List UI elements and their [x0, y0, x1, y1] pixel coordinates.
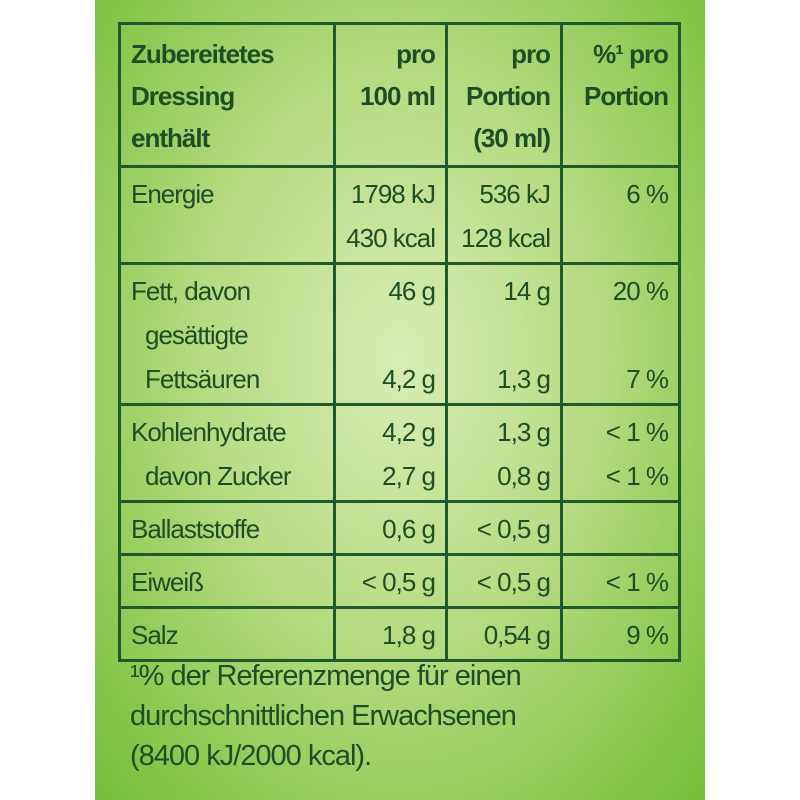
spacer — [573, 313, 668, 357]
table-cell: Ballaststoffe — [118, 500, 336, 556]
table-cell: 0,6 g — [333, 500, 448, 556]
table-row: Eiweiß < 0,5 g < 0,5 g < 1 % — [118, 553, 681, 609]
cell-value: 4,2 g — [382, 417, 436, 447]
spacer — [573, 507, 668, 551]
spacer — [346, 313, 435, 357]
header-line: Portion — [466, 81, 551, 111]
header-line: Zubereitetes — [131, 39, 275, 69]
table-cell: < 0,5 g — [445, 500, 563, 556]
spacer — [131, 216, 323, 260]
header-line: 100 ml — [360, 81, 436, 111]
table-row: Ballaststoffe 0,6 g < 0,5 g — [118, 500, 681, 556]
table-cell: 4,2 g 2,7 g — [333, 403, 448, 503]
table-cell: 1,3 g 0,8 g — [445, 403, 563, 503]
cell-value: < 1 % — [605, 567, 669, 597]
table-cell: 1798 kJ 430 kcal — [333, 165, 448, 265]
row-label: Fettsäuren — [145, 364, 260, 394]
table-cell: 14 g 1,3 g — [445, 262, 563, 406]
table-cell: Energie — [118, 165, 336, 265]
cell-value: 4,2 g — [382, 364, 436, 394]
cell-value: 0,6 g — [382, 514, 436, 544]
table-cell: < 0,5 g — [333, 553, 448, 609]
table-row: Salz 1,8 g 0,54 g 9 % — [118, 606, 681, 662]
spacer — [458, 313, 550, 357]
cell-value: 1,3 g — [497, 417, 551, 447]
cell-value: 1,3 g — [497, 364, 551, 394]
table-cell: 20 % 7 % — [560, 262, 681, 406]
cell-value: 430 kcal — [346, 223, 436, 253]
cell-value: 128 kcal — [461, 223, 551, 253]
cell-value: 536 kJ — [479, 179, 551, 209]
table-cell — [560, 500, 681, 556]
header-line: enthält — [131, 123, 210, 153]
cell-value: 14 g — [503, 276, 551, 306]
cell-value: < 1 % — [605, 417, 669, 447]
table-cell: Salz — [118, 606, 336, 662]
nutrition-table: Zubereitetes Dressing enthält pro 100 ml pro P… — [118, 22, 681, 662]
table-row: Fett, davon gesättigte Fettsäuren 46 g 4,2 g… — [118, 262, 681, 406]
cell-value: 1,8 g — [382, 620, 436, 650]
footnote: ¹% der Referenzmenge für einen durchschni… — [130, 656, 522, 776]
row-label: gesättigte — [145, 320, 249, 350]
cell-value: 0,8 g — [497, 461, 551, 491]
header-cell: pro Portion (30 ml) — [445, 22, 563, 168]
table-cell: Eiweiß — [118, 553, 336, 609]
cell-value: 2,7 g — [382, 461, 436, 491]
cell-value: < 0,5 g — [361, 567, 436, 597]
header-cell: Zubereitetes Dressing enthält — [118, 22, 336, 168]
footnote-line: ¹% der Referenzmenge für einen — [130, 660, 522, 692]
cell-value: 1798 kJ — [350, 179, 436, 209]
cell-value: 20 % — [612, 276, 669, 306]
table-cell: 536 kJ 128 kcal — [445, 165, 563, 265]
table-cell: 46 g 4,2 g — [333, 262, 448, 406]
table-cell: 6 % — [560, 165, 681, 265]
cell-value: 46 g — [388, 276, 436, 306]
table-header: Zubereitetes Dressing enthält pro 100 ml pro P… — [118, 22, 681, 168]
header-cell: pro 100 ml — [333, 22, 448, 168]
row-label: Energie — [131, 179, 215, 209]
header-line: Portion — [584, 81, 669, 111]
cell-value: 7 % — [626, 364, 669, 394]
header-line: pro — [511, 39, 551, 69]
table-cell: 9 % — [560, 606, 681, 662]
cell-value: 0,54 g — [483, 620, 551, 650]
table-cell: < 1 % — [560, 553, 681, 609]
table-cell: Fett, davon gesättigte Fettsäuren — [118, 262, 336, 406]
row-label: Kohlenhydrate — [131, 417, 287, 447]
table-row: Energie 1798 kJ 430 kcal 536 kJ 128 kcal 6 % — [118, 165, 681, 265]
header-line: %¹ pro — [593, 39, 669, 69]
footnote-line: durchschnittlichen Erwachsenen — [130, 700, 517, 732]
header-cell: %¹ pro Portion — [560, 22, 681, 168]
header-line: pro — [396, 39, 436, 69]
header-line: Dressing — [131, 81, 235, 111]
cell-value: < 1 % — [605, 461, 669, 491]
row-label: Fett, davon — [131, 276, 251, 306]
cell-value: < 0,5 g — [476, 567, 551, 597]
table-cell: 1,8 g — [333, 606, 448, 662]
cell-value: 6 % — [626, 179, 669, 209]
row-label: Ballaststoffe — [131, 514, 260, 544]
table-cell: < 0,5 g — [445, 553, 563, 609]
table-cell: 0,54 g — [445, 606, 563, 662]
footnote-line: (8400 kJ/2000 kcal). — [130, 740, 372, 772]
row-label: Eiweiß — [131, 567, 204, 597]
cell-value: 9 % — [626, 620, 669, 650]
cell-value: < 0,5 g — [476, 514, 551, 544]
header-line: (30 ml) — [473, 123, 551, 153]
spacer — [573, 216, 668, 260]
row-label: davon Zucker — [145, 461, 292, 491]
table-cell: Kohlenhydrate davon Zucker — [118, 403, 336, 503]
row-label: Salz — [131, 620, 179, 650]
table-cell: < 1 % < 1 % — [560, 403, 681, 503]
table-row: Kohlenhydrate davon Zucker 4,2 g 2,7 g 1,3 g… — [118, 403, 681, 503]
